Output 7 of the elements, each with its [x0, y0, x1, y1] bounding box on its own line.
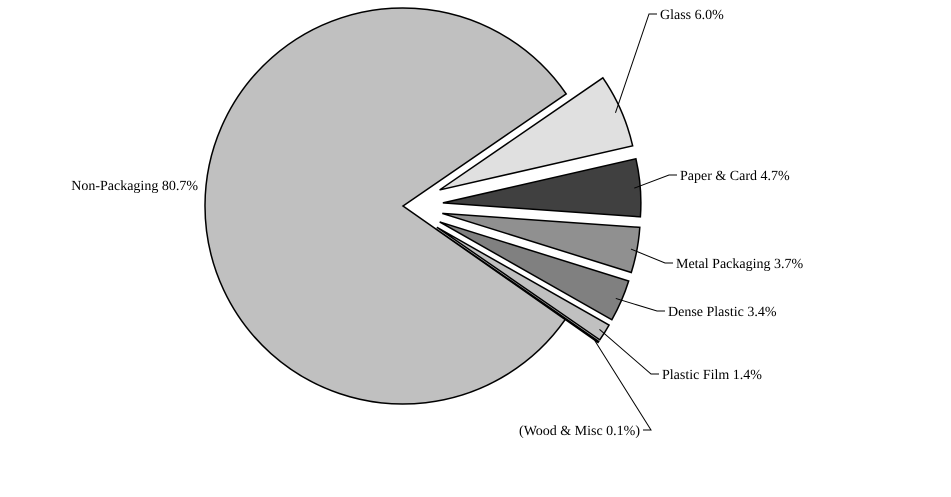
- slice-label: Metal Packaging 3.7%: [676, 257, 804, 272]
- slice-label: (Wood & Misc 0.1%): [519, 424, 640, 439]
- slice-label: Glass 6.0%: [660, 8, 724, 23]
- slice-label: Paper & Card 4.7%: [680, 169, 790, 184]
- slice-label: Non-Packaging 80.7%: [71, 179, 198, 194]
- slice-label: Dense Plastic 3.4%: [668, 305, 777, 320]
- slice-label: Plastic Film 1.4%: [662, 368, 762, 383]
